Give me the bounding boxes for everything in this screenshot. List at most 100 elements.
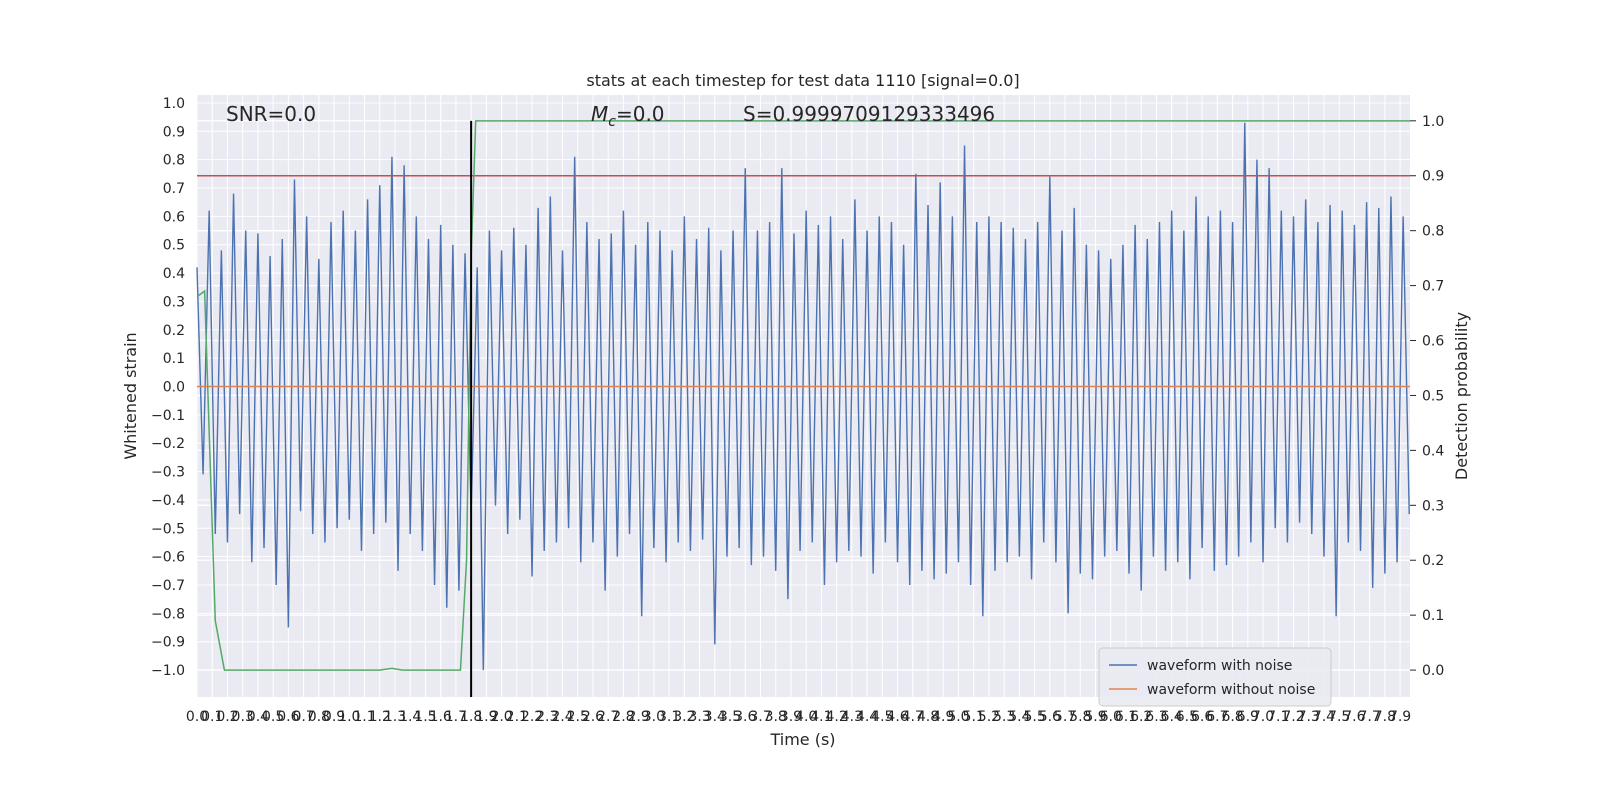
x-tick-label: 1.4 (399, 709, 421, 725)
x-tick-label: 7.2 (1282, 709, 1304, 725)
y-tick-label: −0.1 (151, 408, 185, 424)
y-tick-label: 0.9 (163, 124, 185, 140)
y-tick-label: 0.0 (163, 380, 185, 396)
x-tick-label: 1.8 (460, 709, 482, 725)
x-tick-label: 3.5 (719, 709, 741, 725)
x-tick-label: 2.9 (628, 709, 650, 725)
x-tick-label: 7.3 (1298, 709, 1320, 725)
x-tick-label: 6.3 (1145, 709, 1167, 725)
x-tick-label: 6.2 (1130, 709, 1152, 725)
y-tick-label: 0.1 (163, 351, 185, 367)
x-tick-label: 6.5 (1176, 709, 1198, 725)
y-tick-label: −0.3 (151, 465, 185, 481)
y-tick-label: −0.7 (151, 578, 185, 594)
x-axis-label: Time (s) (769, 730, 835, 749)
x-tick-label: 1.6 (430, 709, 452, 725)
x-tick-label: 7.6 (1343, 709, 1365, 725)
x-tick-label: 0.3 (232, 709, 254, 725)
x-tick-label: 1.2 (369, 709, 391, 725)
x-tick-label: 1.9 (475, 709, 497, 725)
s-annotation: S=0.9999709129333496 (743, 102, 995, 126)
x-tick-label: 4.9 (932, 709, 954, 725)
x-tick-label: 3.6 (734, 709, 756, 725)
y2-tick-label: 0.6 (1422, 334, 1444, 350)
x-tick-label: 6.1 (1115, 709, 1137, 725)
y-tick-label: 0.4 (163, 266, 185, 282)
x-tick-label: 2.6 (582, 709, 604, 725)
y2-tick-label: 0.4 (1422, 443, 1444, 459)
y-tick-label: −0.2 (151, 436, 185, 452)
x-tick-label: 2.8 (612, 709, 634, 725)
x-tick-label: 5.1 (963, 709, 985, 725)
x-tick-label: 4.4 (856, 709, 878, 725)
y2-tick-label: 0.9 (1422, 169, 1444, 185)
y-tick-label: −0.9 (151, 635, 185, 651)
x-tick-label: 4.6 (886, 709, 908, 725)
x-tick-label: 0.7 (292, 709, 314, 725)
y-tick-label: −0.5 (151, 521, 185, 537)
x-tick-label: 5.9 (1084, 709, 1106, 725)
y2-tick-label: 0.0 (1422, 663, 1444, 679)
y-axis-label: Whitened strain (121, 332, 140, 459)
legend: waveform with noise waveform without nois… (1098, 647, 1332, 707)
x-tick-label: 3.0 (643, 709, 665, 725)
x-tick-label: 3.2 (673, 709, 695, 725)
x-tick-label: 5.4 (1008, 709, 1030, 725)
x-tick-label: 0.0 (186, 709, 208, 725)
y-tick-label: −1.0 (151, 663, 185, 679)
y2-tick-label: 0.8 (1422, 224, 1444, 240)
y2-tick-label: 0.7 (1422, 279, 1444, 295)
x-tick-label: 5.8 (1069, 709, 1091, 725)
y2-tick-label: 0.2 (1422, 553, 1444, 569)
x-tick-label: 7.7 (1359, 709, 1381, 725)
x-tick-label: 5.5 (1023, 709, 1045, 725)
x-tick-label: 4.1 (810, 709, 832, 725)
x-tick-label: 3.7 (749, 709, 771, 725)
x-tick-label: 2.3 (536, 709, 558, 725)
x-tick-label: 3.3 (688, 709, 710, 725)
x-tick-label: 1.0 (338, 709, 360, 725)
x-tick-label: 0.4 (247, 709, 269, 725)
x-tick-label: 1.5 (414, 709, 436, 725)
x-tick-label: 3.1 (658, 709, 680, 725)
mc-value: =0.0 (616, 102, 665, 126)
x-tick-label: 1.7 (445, 709, 467, 725)
x-tick-label: 7.5 (1328, 709, 1350, 725)
y-tick-label: 0.3 (163, 294, 185, 310)
x-tick-label: 4.2 (825, 709, 847, 725)
y-tick-label: −0.6 (151, 550, 185, 566)
x-tick-label: 6.0 (1100, 709, 1122, 725)
x-tick-label: 5.7 (1054, 709, 1076, 725)
x-tick-label: 2.1 (506, 709, 528, 725)
x-tick-label: 6.4 (1161, 709, 1183, 725)
legend-label: waveform without noise (1147, 682, 1315, 698)
mc-annotation: Mc=0.0 (591, 102, 665, 130)
x-tick-label: 4.7 (902, 709, 924, 725)
marks (196, 120, 1410, 697)
x-tick-label: 4.3 (841, 709, 863, 725)
x-tick-label: 5.0 (947, 709, 969, 725)
x-tick-label: 7.1 (1267, 709, 1289, 725)
x-tick-label: 6.6 (1191, 709, 1213, 725)
x-tick-label: 3.4 (704, 709, 726, 725)
mc-symbol: M (591, 102, 608, 126)
legend-box (1098, 647, 1332, 707)
x-tick-label: 3.8 (765, 709, 787, 725)
chart-title: stats at each timestep for test data 111… (586, 71, 1019, 90)
x-tick-label: 0.9 (323, 709, 345, 725)
y-tick-label: 0.7 (163, 181, 185, 197)
x-tick-label: 2.0 (490, 709, 512, 725)
x-tick-label: 0.6 (277, 709, 299, 725)
y2-tick-label: 1.0 (1422, 114, 1444, 130)
y2-axis-label: Detection probability (1452, 312, 1471, 480)
x-tick-label: 5.2 (978, 709, 1000, 725)
x-tick-label: 6.9 (1237, 709, 1259, 725)
x-tick-label: 6.8 (1221, 709, 1243, 725)
x-tick-label: 5.3 (993, 709, 1015, 725)
x-tick-label: 2.2 (521, 709, 543, 725)
y-tick-label: 0.5 (163, 238, 185, 254)
labels: 0.00.10.20.30.40.50.60.70.80.91.01.11.21… (151, 96, 1444, 725)
x-tick-label: 7.0 (1252, 709, 1274, 725)
